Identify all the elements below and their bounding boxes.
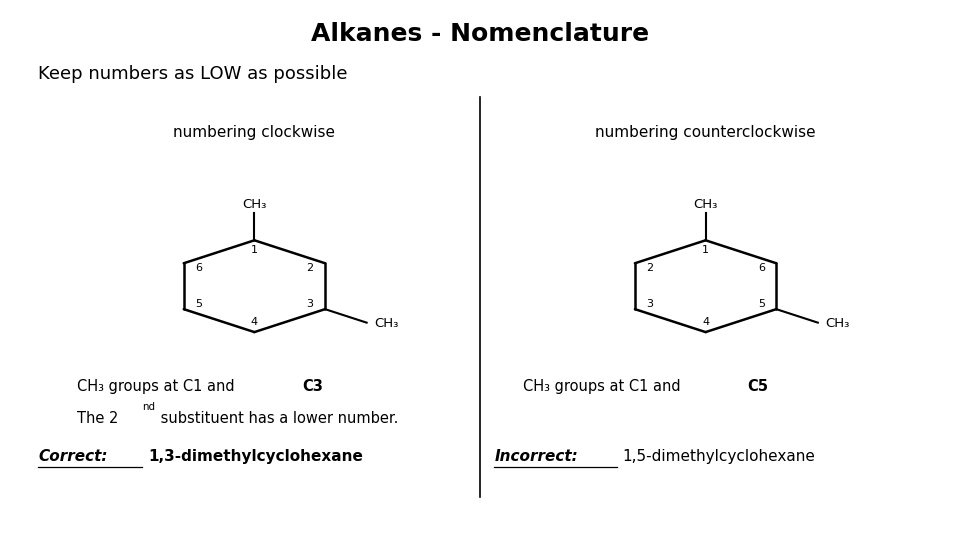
Text: CH₃: CH₃ [693,198,718,211]
Text: 3: 3 [306,299,314,309]
Text: 2: 2 [306,263,314,273]
Text: numbering counterclockwise: numbering counterclockwise [595,125,816,140]
Text: 2: 2 [646,263,654,273]
Text: numbering clockwise: numbering clockwise [174,125,335,140]
Text: 6: 6 [757,263,765,273]
Text: Keep numbers as LOW as possible: Keep numbers as LOW as possible [38,65,348,83]
Text: 5: 5 [757,299,765,309]
Text: 3: 3 [646,299,654,309]
Text: nd: nd [142,402,156,411]
Text: C5: C5 [747,379,768,394]
Text: Incorrect:: Incorrect: [494,449,578,464]
Text: 4: 4 [251,318,258,327]
Text: 1,3-dimethylcyclohexane: 1,3-dimethylcyclohexane [149,449,364,464]
Text: CH₃: CH₃ [826,317,850,330]
Text: substituent has a lower number.: substituent has a lower number. [156,411,398,426]
Text: C3: C3 [302,379,324,394]
Text: 6: 6 [195,263,203,273]
Text: CH₃: CH₃ [242,198,267,211]
Text: Alkanes - Nomenclature: Alkanes - Nomenclature [311,22,649,45]
Text: 5: 5 [195,299,203,309]
Text: CH₃: CH₃ [374,317,398,330]
Text: 1: 1 [251,245,258,255]
Text: CH₃ groups at C1 and: CH₃ groups at C1 and [77,379,239,394]
Text: Correct:: Correct: [38,449,108,464]
Text: 1: 1 [702,245,709,255]
Text: 1,5-dimethylcyclohexane: 1,5-dimethylcyclohexane [622,449,815,464]
Text: 4: 4 [702,318,709,327]
Text: The 2: The 2 [77,411,118,426]
Text: CH₃ groups at C1 and: CH₃ groups at C1 and [523,379,685,394]
